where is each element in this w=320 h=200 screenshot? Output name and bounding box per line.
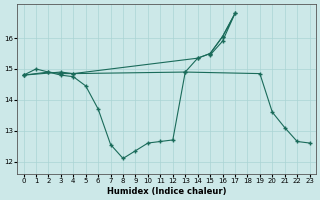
X-axis label: Humidex (Indice chaleur): Humidex (Indice chaleur) — [107, 187, 226, 196]
